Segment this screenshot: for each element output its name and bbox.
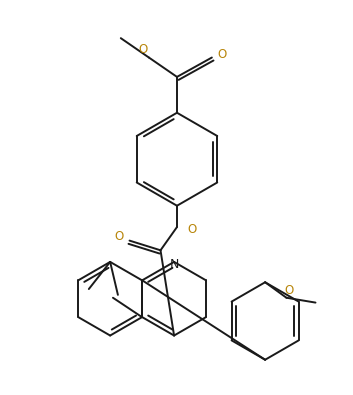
Text: N: N: [169, 258, 179, 271]
Text: O: O: [285, 284, 294, 297]
Text: O: O: [187, 224, 196, 237]
Text: O: O: [217, 48, 226, 61]
Text: O: O: [114, 230, 124, 243]
Text: O: O: [138, 43, 148, 56]
